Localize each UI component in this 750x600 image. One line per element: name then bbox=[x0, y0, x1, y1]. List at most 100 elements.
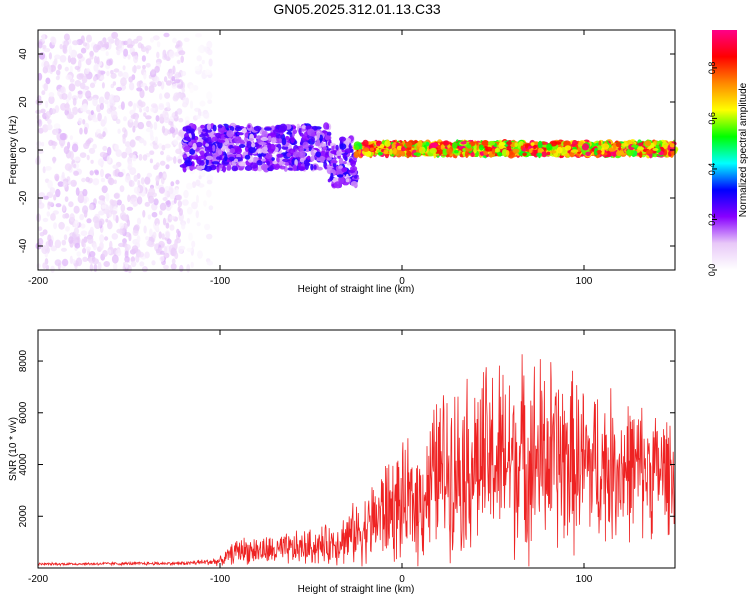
spectrogram-cell bbox=[272, 160, 278, 165]
spectrogram-cell bbox=[180, 55, 184, 63]
spectrogram-cell bbox=[259, 142, 267, 146]
spectrogram-cell bbox=[311, 132, 316, 137]
spectrogram-cell bbox=[59, 43, 63, 50]
spectrogram-cell bbox=[40, 108, 46, 114]
spectrogram-cell bbox=[88, 147, 96, 154]
colorbar-tick-label: 0.2 bbox=[707, 213, 717, 226]
spectrogram-cell bbox=[73, 205, 80, 214]
spectrogram-cell bbox=[212, 144, 216, 152]
spectrogram-cell bbox=[70, 49, 78, 58]
colorbar-gradient bbox=[712, 30, 737, 270]
spectrogram-cell bbox=[612, 142, 617, 150]
spectrogram-cell bbox=[133, 186, 140, 194]
spectrogram-cell bbox=[63, 33, 70, 41]
spectrogram-cell bbox=[163, 252, 170, 259]
spectrogram-cell bbox=[196, 165, 203, 171]
spectrogram-cell bbox=[100, 177, 106, 183]
spectrogram-cell bbox=[286, 131, 293, 135]
spectrogram-cell bbox=[51, 36, 57, 46]
spectrogram-cell bbox=[41, 90, 46, 96]
spectrogram-cell bbox=[174, 110, 178, 117]
spectrogram-cell bbox=[57, 181, 64, 187]
spectrogram-cell bbox=[45, 77, 51, 85]
spectrogram-cell bbox=[156, 41, 161, 48]
spectrogram-cell bbox=[277, 138, 283, 144]
spectrogram-cell bbox=[392, 147, 397, 154]
spectrogram-cell bbox=[165, 164, 170, 170]
spectrogram-cell bbox=[494, 147, 501, 153]
spectrogram-cell bbox=[179, 164, 188, 168]
spectrogram-cell bbox=[83, 103, 88, 111]
spectrogram-cell bbox=[85, 176, 90, 183]
spectrogram-cell bbox=[57, 88, 61, 97]
spectrogram-cell bbox=[98, 96, 105, 105]
spectrogram-cell bbox=[177, 158, 182, 164]
spectrogram-cell bbox=[155, 115, 160, 122]
spectrogram-cell bbox=[182, 97, 188, 105]
spectrogram-cell bbox=[116, 49, 121, 56]
spectrogram-cell bbox=[203, 46, 208, 53]
spectrogram-cell bbox=[48, 95, 55, 105]
colorbar-tick-label: 0.4 bbox=[707, 163, 717, 176]
spectrogram-cell bbox=[141, 55, 146, 62]
spectrogram-cell bbox=[165, 101, 170, 107]
spectrogram-cell bbox=[168, 187, 174, 195]
spectrogram-cell bbox=[142, 154, 148, 161]
spectrogram-cell bbox=[267, 135, 272, 141]
spectrogram-cell bbox=[310, 155, 315, 162]
spectrogram-cell bbox=[297, 162, 302, 167]
spectrogram-cell bbox=[431, 142, 438, 148]
spectrogram-cell bbox=[106, 155, 112, 164]
spectrogram-cell bbox=[68, 201, 74, 208]
spectrogram-cell bbox=[136, 65, 141, 70]
spectrogram-cell bbox=[163, 32, 170, 38]
spectrogram-cell bbox=[336, 150, 342, 157]
spectrogram-cell bbox=[174, 252, 179, 260]
spectrogram-cell bbox=[73, 227, 79, 235]
spectrogram-cell bbox=[82, 89, 86, 96]
spectrogram-cell bbox=[205, 155, 214, 161]
spectrogram-cell bbox=[82, 205, 89, 215]
y-tick-label: 0 bbox=[18, 147, 29, 153]
spectrogram-cell bbox=[183, 145, 191, 153]
spectrogram-cell bbox=[204, 223, 211, 231]
spectrogram-cell bbox=[198, 155, 205, 160]
spectrogram-cell bbox=[181, 88, 186, 93]
spectrogram-cell bbox=[443, 140, 450, 146]
spectrogram-cell bbox=[437, 149, 444, 155]
spectrogram-cell bbox=[369, 147, 375, 152]
spectrogram-cell bbox=[36, 263, 41, 269]
spectrogram-cell bbox=[38, 198, 42, 205]
spectrogram-cell bbox=[176, 84, 184, 89]
spectrogram-cell bbox=[46, 211, 51, 217]
spectrogram-cell bbox=[116, 86, 123, 92]
spectrogram-cell bbox=[405, 141, 413, 148]
spectrogram-cell bbox=[97, 261, 102, 271]
spectrogram-cell bbox=[55, 127, 59, 136]
spectrogram-cell bbox=[50, 245, 57, 252]
spectrogram-cell bbox=[537, 140, 543, 149]
snr-y-ticks: 2000 4000 6000 8000 bbox=[18, 349, 675, 527]
spectrogram-cell bbox=[261, 163, 269, 171]
spectrogram-cell bbox=[97, 133, 103, 139]
spectrogram-cell bbox=[339, 143, 347, 150]
spectrogram-cell bbox=[301, 125, 307, 129]
spectrogram-cell bbox=[64, 163, 72, 171]
spectrogram-cell bbox=[159, 255, 165, 262]
spectrogram-cell bbox=[266, 160, 270, 165]
spectrogram-cell bbox=[132, 229, 139, 237]
spectrogram-cell bbox=[43, 48, 51, 53]
spectrogram-cell bbox=[313, 149, 318, 153]
spectrogram-cell bbox=[556, 146, 563, 154]
spectrogram-cell bbox=[106, 70, 110, 77]
spectrogram-cell bbox=[323, 122, 330, 130]
spectrogram-cell bbox=[413, 152, 421, 156]
spectrogram-cell bbox=[152, 231, 157, 239]
spectrogram-cell bbox=[166, 206, 171, 212]
spectrogram-cell bbox=[72, 97, 77, 106]
spectrogram-cell bbox=[109, 199, 114, 205]
colorbar-tick-label: 0.6 bbox=[707, 112, 717, 125]
spectrogram-cell bbox=[138, 153, 143, 161]
spectrogram-cell bbox=[120, 77, 127, 87]
spectrogram-cell bbox=[80, 223, 86, 229]
